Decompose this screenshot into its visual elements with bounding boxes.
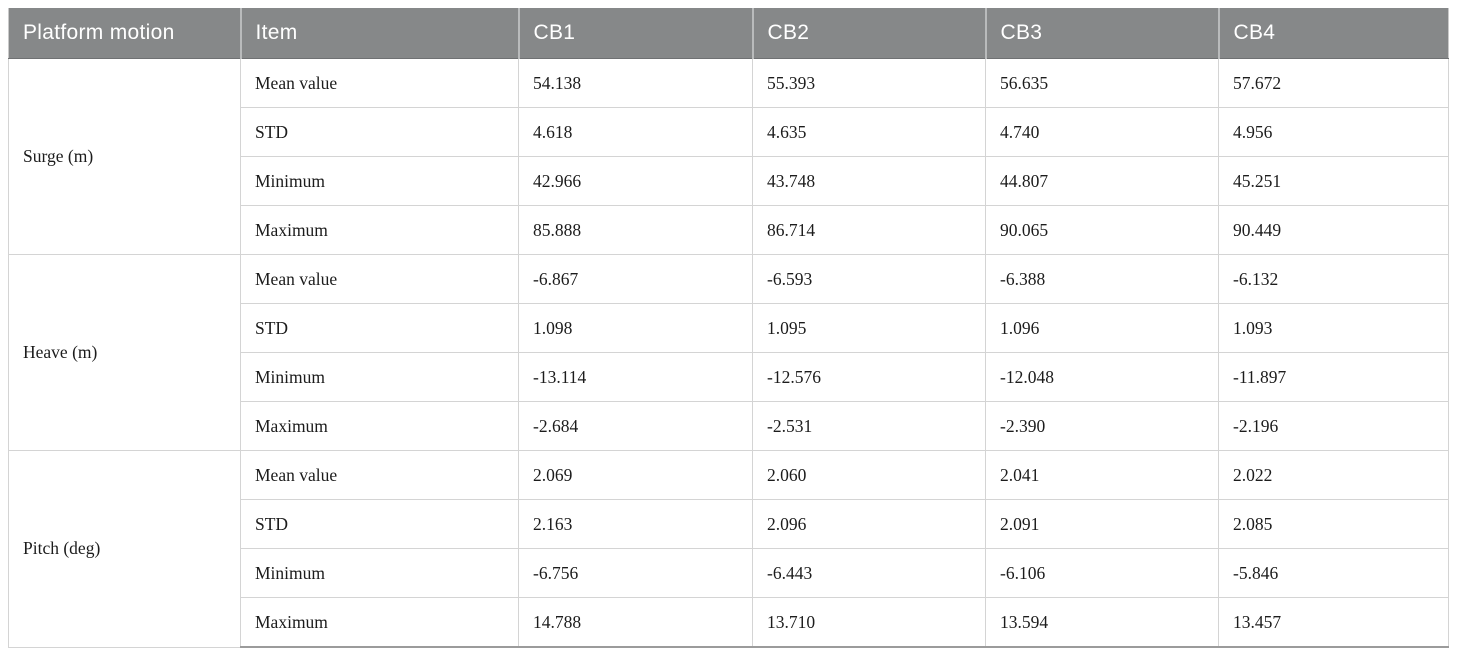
- item-cell: Maximum: [240, 597, 519, 648]
- item-cell: Minimum: [240, 156, 519, 206]
- item-cell: STD: [240, 303, 519, 353]
- value-cell: 2.091: [985, 499, 1219, 549]
- value-cell: -6.867: [518, 254, 753, 304]
- table-row: Pitch (deg) Mean value 2.069 2.060 2.041…: [8, 450, 1449, 648]
- value-cell: 2.069: [518, 450, 753, 500]
- value-cell: 44.807: [985, 156, 1219, 206]
- value-cell: -6.756: [518, 548, 753, 598]
- value-cell: 85.888: [518, 205, 753, 255]
- table-row: Minimum -6.756 -6.443 -6.106 -5.846: [9, 548, 1449, 598]
- value-cell: 1.095: [752, 303, 986, 353]
- value-cell: 56.635: [985, 58, 1219, 108]
- item-cell: STD: [240, 107, 519, 157]
- value-cell: -2.531: [752, 401, 986, 451]
- value-cell: 2.085: [1218, 499, 1449, 549]
- value-cell: -2.684: [518, 401, 753, 451]
- item-cell: Maximum: [240, 205, 519, 255]
- value-cell: 4.956: [1218, 107, 1449, 157]
- value-cell: 57.672: [1218, 58, 1449, 108]
- table-row: Minimum 42.966 43.748 44.807 45.251: [9, 156, 1449, 206]
- table-row: Minimum -13.114 -12.576 -12.048 -11.897: [9, 352, 1449, 402]
- table-row: STD 2.163 2.096 2.091 2.085: [9, 499, 1449, 549]
- table-container: Platform motion Item CB1 CB2 CB3 CB4 Sur…: [8, 8, 1449, 648]
- value-cell: 55.393: [752, 58, 986, 108]
- value-cell: 2.022: [1218, 450, 1449, 500]
- value-cell: 1.098: [518, 303, 753, 353]
- table-row: Maximum -2.684 -2.531 -2.390 -2.196: [9, 401, 1449, 451]
- header-cell-cb4: CB4: [1217, 8, 1449, 59]
- header-cell-platform-motion: Platform motion: [8, 8, 241, 59]
- header-cell-cb3: CB3: [984, 8, 1219, 59]
- item-cell: Mean value: [240, 254, 519, 304]
- value-cell: -13.114: [518, 352, 753, 402]
- value-cell: 54.138: [518, 58, 753, 108]
- value-cell: 4.618: [518, 107, 753, 157]
- value-cell: 90.065: [985, 205, 1219, 255]
- motion-label-heave: Heave (m): [8, 254, 241, 451]
- item-cell: Maximum: [240, 401, 519, 451]
- value-cell: -12.048: [985, 352, 1219, 402]
- header-row: Platform motion Item CB1 CB2 CB3 CB4: [8, 8, 1449, 59]
- value-cell: 2.163: [518, 499, 753, 549]
- value-cell: -6.593: [752, 254, 986, 304]
- value-cell: -6.443: [752, 548, 986, 598]
- item-cell: STD: [240, 499, 519, 549]
- value-cell: 86.714: [752, 205, 986, 255]
- value-cell: 1.093: [1218, 303, 1449, 353]
- table-row: STD 4.618 4.635 4.740 4.956: [9, 107, 1449, 157]
- table-row: Heave (m) Mean value -6.867 -6.593 -6.38…: [8, 254, 1449, 451]
- value-cell: 45.251: [1218, 156, 1449, 206]
- group-heave: Heave (m) Mean value -6.867 -6.593 -6.38…: [8, 254, 1449, 451]
- value-cell: 42.966: [518, 156, 753, 206]
- value-cell: 14.788: [518, 597, 753, 648]
- value-cell: -2.390: [985, 401, 1219, 451]
- table-row: Surge (m) Mean value 54.138 55.393 56.63…: [8, 58, 1449, 255]
- group-pitch: Pitch (deg) Mean value 2.069 2.060 2.041…: [8, 450, 1449, 648]
- value-cell: 2.041: [985, 450, 1219, 500]
- table-row: STD 1.098 1.095 1.096 1.093: [9, 303, 1449, 353]
- value-cell: -2.196: [1218, 401, 1449, 451]
- value-cell: -12.576: [752, 352, 986, 402]
- value-cell: -6.132: [1218, 254, 1449, 304]
- value-cell: -5.846: [1218, 548, 1449, 598]
- value-cell: 2.096: [752, 499, 986, 549]
- item-cell: Mean value: [240, 58, 519, 108]
- value-cell: 4.635: [752, 107, 986, 157]
- value-cell: -6.388: [985, 254, 1219, 304]
- item-cell: Minimum: [240, 352, 519, 402]
- motion-label-pitch: Pitch (deg): [8, 450, 241, 648]
- value-cell: 2.060: [752, 450, 986, 500]
- value-cell: -6.106: [985, 548, 1219, 598]
- table-header: Platform motion Item CB1 CB2 CB3 CB4: [8, 8, 1449, 59]
- item-cell: Mean value: [240, 450, 519, 500]
- value-cell: 13.594: [985, 597, 1219, 648]
- value-cell: 43.748: [752, 156, 986, 206]
- header-cell-cb2: CB2: [751, 8, 986, 59]
- header-cell-item: Item: [239, 8, 519, 59]
- value-cell: 90.449: [1218, 205, 1449, 255]
- table-row: Maximum 85.888 86.714 90.065 90.449: [9, 205, 1449, 255]
- value-cell: -11.897: [1218, 352, 1449, 402]
- group-surge: Surge (m) Mean value 54.138 55.393 56.63…: [8, 58, 1449, 255]
- item-cell: Minimum: [240, 548, 519, 598]
- header-cell-cb1: CB1: [517, 8, 753, 59]
- value-cell: 4.740: [985, 107, 1219, 157]
- platform-motion-table: Platform motion Item CB1 CB2 CB3 CB4 Sur…: [8, 8, 1449, 648]
- motion-label-surge: Surge (m): [8, 58, 241, 255]
- value-cell: 13.710: [752, 597, 986, 648]
- value-cell: 1.096: [985, 303, 1219, 353]
- value-cell: 13.457: [1218, 597, 1449, 648]
